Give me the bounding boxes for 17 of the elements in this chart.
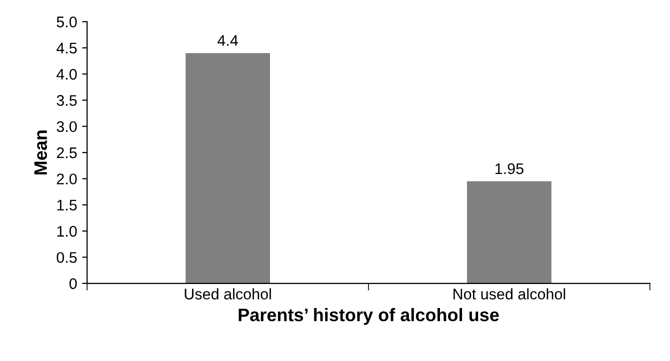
y-axis-title: Mean (34, 130, 48, 174)
y-tick-label: 0 (69, 278, 77, 290)
y-tick-label: 5.0 (56, 16, 77, 28)
y-tick-label: 3.5 (56, 95, 77, 106)
y-tick-label: 4.0 (56, 68, 77, 80)
y-tick-label: 2.0 (56, 174, 77, 184)
y-tick-label: 2.5 (56, 147, 77, 158)
y-tick-label: 1.5 (57, 200, 77, 211)
y-tick-label: 1.0 (57, 226, 77, 237)
x-tick-label: Not used alcohol (454, 288, 566, 300)
x-axis-title: Parents’ history of alcohol use (238, 308, 499, 325)
y-tick-label: 0.5 (56, 252, 77, 263)
y-tick-label: 4.5 (56, 42, 77, 54)
x-tick-label: Used alcohol (184, 288, 271, 300)
data-label: 4.4 (218, 35, 238, 46)
y-tick-label: 3.0 (56, 121, 77, 132)
data-label: 1.95 (496, 163, 524, 174)
